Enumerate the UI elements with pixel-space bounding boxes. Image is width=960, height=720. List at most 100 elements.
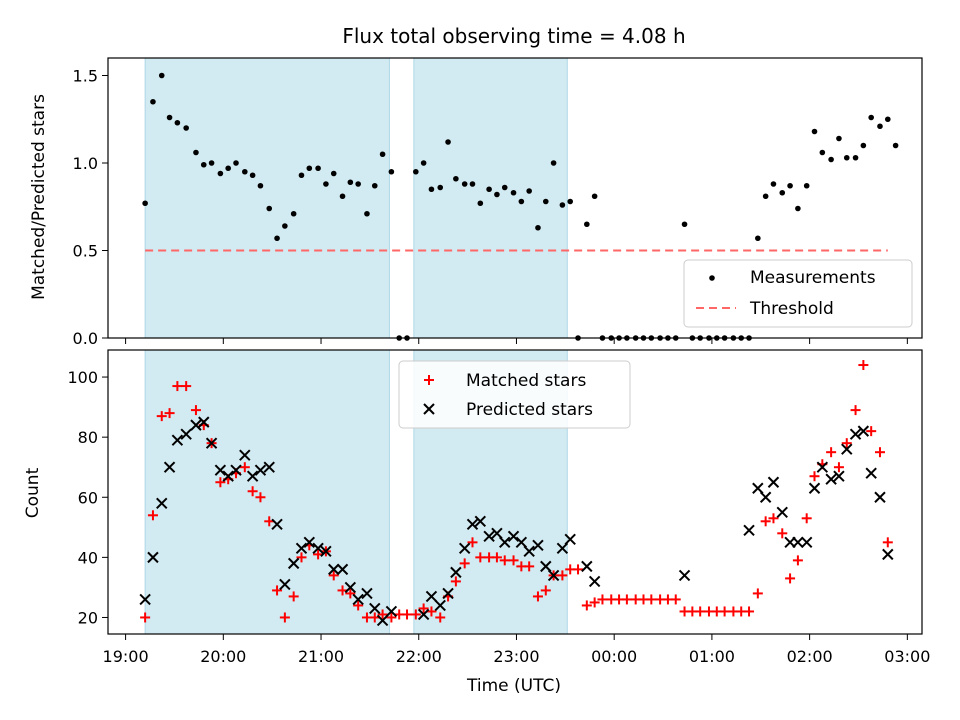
x-b: [147, 551, 159, 564]
measurement-point: [428, 186, 435, 193]
matched-star-marker: [646, 594, 657, 605]
predicted-star-marker: [230, 464, 242, 476]
x-b: [222, 470, 234, 482]
matched-star-marker: [841, 438, 852, 449]
x-b: [336, 563, 349, 576]
bottom-axis-frame: 20 40 60 80 100 19:00 20:00 21:00 22:00 23:00 00:0…: [67, 349, 930, 666]
measurement-point: [183, 125, 189, 131]
measurement-point: [819, 149, 826, 156]
x-b: [483, 530, 495, 543]
x-b: [808, 482, 821, 494]
matched-star-marker: [402, 609, 413, 620]
measurement-point: [445, 139, 451, 145]
x-b: [246, 470, 259, 482]
x-b: [434, 599, 446, 612]
predicted-star-marker: [344, 581, 357, 594]
matched-star-marker: [475, 552, 486, 563]
predicted-star-marker: [833, 470, 845, 482]
predicted-star-marker: [523, 545, 535, 558]
predicted-star-marker: [808, 482, 821, 494]
matched-star-marker: [508, 555, 519, 566]
x-b: [499, 536, 511, 549]
predicted-star-marker: [474, 515, 487, 528]
x-b: [198, 416, 210, 428]
predicted-star-marker: [515, 536, 528, 549]
matched-star-marker: [345, 588, 356, 599]
measurement-point: [486, 186, 492, 193]
measurement-point: [584, 221, 590, 228]
measurement-point: [233, 160, 239, 166]
bottom-legend: Matched stars Predicted stars: [398, 360, 631, 429]
measurement-point: [632, 335, 639, 341]
predicted-star-marker: [156, 497, 168, 509]
measurement-point: [640, 335, 647, 341]
predicted-star-marker: [239, 449, 251, 461]
matched-star-marker: [744, 606, 755, 617]
measurement-point: [193, 149, 199, 156]
predicted-star-marker: [328, 563, 340, 576]
matched-star-marker: [377, 609, 388, 620]
measurement-point: [884, 116, 891, 123]
y-tick-label: 60: [78, 488, 98, 507]
measurement-point: [713, 335, 720, 341]
predicted-star-marker: [547, 569, 560, 582]
predicted-star-marker: [417, 608, 430, 621]
matched-star-marker: [801, 513, 812, 524]
measurement-point: [860, 142, 867, 149]
measurement-point: [787, 182, 793, 189]
measurement-point: [494, 191, 500, 198]
observing-window-2: [413, 57, 568, 339]
predicted-star-marker: [483, 530, 495, 543]
measurement-point: [477, 200, 484, 207]
measurement-point: [575, 335, 581, 341]
matched-star-marker: [670, 594, 681, 605]
x-b: [556, 542, 569, 555]
top-observing-windows: [144, 57, 568, 339]
x-b: [792, 536, 804, 549]
chart-title: Flux total observing time = 4.08 h: [342, 24, 685, 48]
x-b: [180, 428, 192, 440]
matched-star-marker: [279, 612, 290, 623]
measurement-point: [364, 210, 370, 217]
x-b: [491, 527, 503, 540]
measurement-point: [315, 165, 321, 172]
measurement-point: [730, 335, 737, 341]
predicted-star-marker: [450, 566, 462, 579]
measurement-point: [567, 198, 574, 205]
matched-star-marker: [386, 612, 397, 623]
x-b: [547, 569, 560, 582]
x-tick-label: 02:00: [787, 647, 833, 666]
measurement-point: [689, 335, 696, 341]
measurement-point: [648, 335, 655, 341]
measurement-point: [142, 200, 148, 207]
measurement-point: [526, 188, 532, 194]
x-b: [759, 491, 772, 503]
predicted-star-marker: [376, 614, 389, 627]
predicted-star-marker: [491, 527, 503, 540]
top-axis-frame: 0.0 0.5 1.0 1.5: [73, 57, 923, 348]
x-b: [581, 560, 593, 573]
measurement-point: [282, 223, 288, 229]
measurement-point: [535, 224, 541, 231]
x-b: [303, 536, 316, 549]
measurement-point: [290, 210, 297, 217]
matched-star-marker: [215, 477, 226, 488]
measurement-point: [174, 119, 181, 126]
predicted-star-marker: [841, 443, 853, 455]
predicted-star-marker: [564, 533, 576, 546]
x-b: [320, 545, 332, 558]
matched-star-marker: [826, 447, 837, 458]
x-b: [344, 581, 357, 594]
x-b: [865, 467, 877, 479]
predicted-star-marker: [147, 551, 159, 564]
predicted-star-marker: [759, 491, 772, 503]
x-b: [369, 602, 381, 615]
predicted-star-marker: [752, 482, 764, 494]
matched-star-marker: [850, 405, 861, 416]
x-b: [156, 497, 168, 509]
predicted-star-marker: [312, 542, 324, 555]
x-b: [263, 461, 275, 473]
matched-star-marker: [181, 381, 192, 392]
matched-star-marker: [459, 558, 470, 569]
predicted-star-marker: [857, 425, 870, 437]
